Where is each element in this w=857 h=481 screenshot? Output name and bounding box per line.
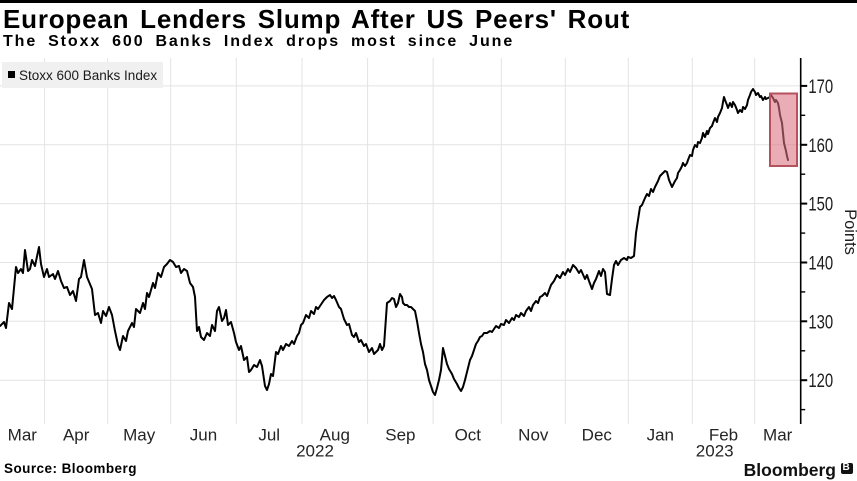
svg-text:Sep: Sep [385, 425, 415, 444]
svg-text:Jun: Jun [190, 425, 217, 444]
svg-text:Points: Points [841, 209, 857, 255]
svg-text:170: 170 [808, 76, 833, 98]
svg-text:120: 120 [808, 370, 833, 392]
svg-text:Aug: Aug [320, 425, 350, 444]
svg-text:Mar: Mar [8, 425, 38, 444]
svg-text:Jan: Jan [647, 425, 674, 444]
svg-text:2023: 2023 [696, 442, 734, 461]
svg-text:150: 150 [808, 194, 833, 216]
svg-text:160: 160 [808, 135, 833, 157]
svg-text:2022: 2022 [296, 442, 334, 461]
svg-text:140: 140 [808, 253, 833, 275]
svg-text:130: 130 [808, 311, 833, 333]
svg-text:Dec: Dec [582, 425, 613, 444]
svg-text:Nov: Nov [518, 425, 549, 444]
svg-text:Oct: Oct [455, 425, 482, 444]
svg-text:Mar: Mar [763, 425, 793, 444]
svg-text:Jul: Jul [258, 425, 280, 444]
svg-text:May: May [123, 425, 156, 444]
svg-text:Feb: Feb [709, 425, 738, 444]
svg-text:Apr: Apr [63, 425, 90, 444]
